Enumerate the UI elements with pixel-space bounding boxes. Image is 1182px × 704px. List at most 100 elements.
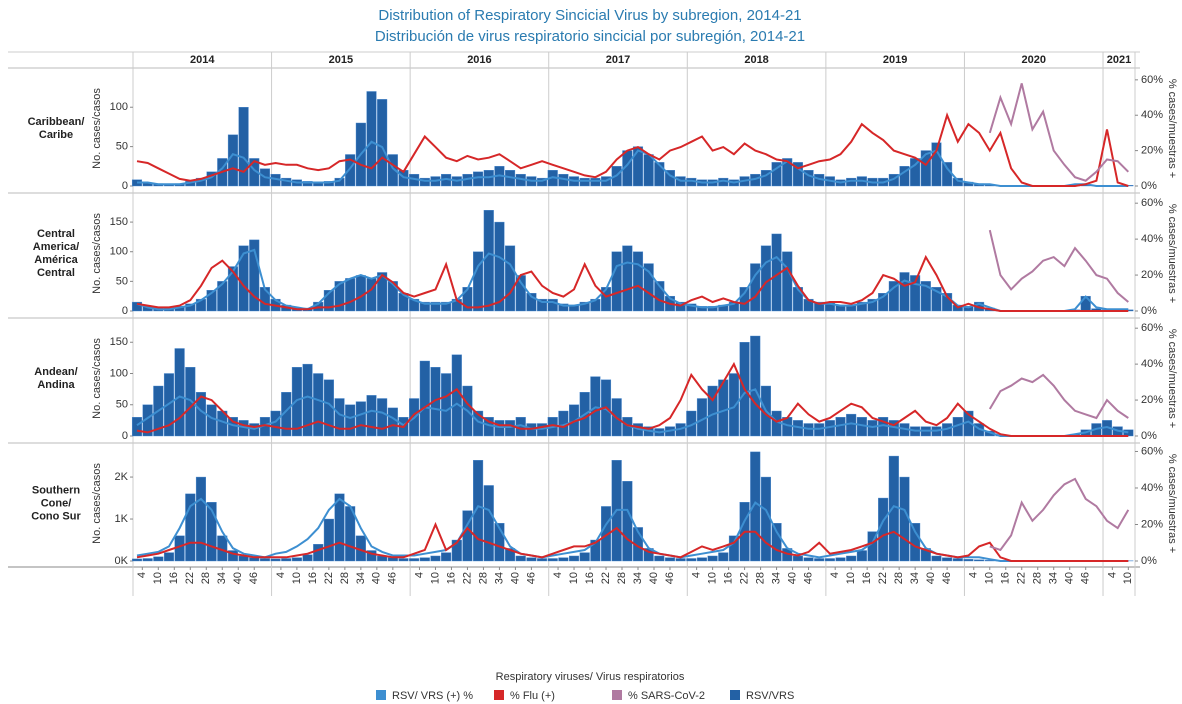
chart-title: Distribution of Respiratory Sincicial Vi… [378,7,801,24]
bar [569,555,580,562]
line [988,373,1129,420]
x-tick-label: 40 [232,572,244,584]
bar [334,281,345,312]
x-tick-label: 34 [355,572,367,584]
panel-name: Cone/ [41,497,72,509]
bar [174,348,185,437]
bar [473,251,484,312]
bar [739,287,750,312]
bar [760,245,771,312]
bar [718,379,729,437]
bar [771,162,782,187]
bar [185,303,196,312]
y2-tick-label: 60% [1141,445,1163,457]
bar [974,559,985,562]
bar [803,170,814,187]
bar [814,301,825,312]
bar [547,558,558,562]
line [136,497,1129,562]
y-axis-label: No. cases/casos [91,463,103,544]
bar [867,298,878,312]
bar [579,301,590,312]
bar [750,263,761,312]
x-tick-label: 28 [1032,572,1044,584]
bar [313,544,324,562]
bar [505,245,516,312]
legend-swatch [376,690,386,700]
y-axis-label: No. cases/casos [91,213,103,294]
bar [345,154,356,187]
x-tick-label: 22 [323,572,335,584]
bar [728,535,739,562]
bar [217,281,228,312]
bar [227,134,238,187]
bar [931,555,942,562]
year-label: 2016 [467,54,491,66]
line [136,521,1129,562]
y-axis-label: No. cases/casos [91,338,103,419]
bar [409,558,420,562]
bar [366,395,377,437]
y2-axis-label: % cases/muestras + [1166,79,1178,178]
bar [558,557,569,562]
bar [558,303,569,312]
bar [707,306,718,312]
bar [441,373,452,437]
bar [792,555,803,562]
y-tick-label: 0K [115,555,129,567]
panel-name: Caribbean/ [28,116,85,128]
x-tick-label: 40 [371,572,383,584]
x-tick-label: 22 [600,572,612,584]
bar [494,523,505,562]
y2-axis-label: % cases/muestras + [1166,204,1178,303]
bar [430,301,441,312]
bar [366,550,377,562]
line [988,229,1129,303]
x-tick-label: 22 [877,572,889,584]
bar [622,481,633,562]
bar [291,557,302,562]
x-tick-label: 46 [664,572,676,584]
year-label: 2015 [329,54,353,66]
y2-tick-label: 20% [1141,518,1163,530]
bar [345,404,356,437]
x-tick-label: 46 [941,572,953,584]
x-tick-label: 4 [275,572,287,578]
bar [632,251,644,312]
bar [750,335,761,437]
legend-swatch [612,690,622,700]
y2-tick-label: 60% [1141,197,1163,209]
y2-tick-label: 40% [1141,109,1163,121]
bar [654,555,665,562]
bar [728,373,739,437]
y-tick-label: 100 [110,101,128,113]
x-tick-label: 22 [1016,572,1028,584]
bar [910,523,921,562]
bar [622,245,633,312]
x-tick-label: 28 [893,572,905,584]
y-tick-label: 0 [122,430,128,442]
x-tick-label: 10 [845,572,857,584]
x-tick-label: 4 [829,572,841,578]
year-label: 2020 [1021,54,1045,66]
bar [323,290,334,312]
bar [963,559,974,562]
bar [494,420,505,437]
legend-title: Respiratory viruses/ Virus respiratorios [496,671,685,683]
bar [238,245,249,312]
bar [590,177,601,187]
bar [814,558,825,562]
y-tick-label: 50 [116,399,128,411]
x-tick-label: 28 [754,572,766,584]
bar [515,555,526,562]
line [136,254,1129,312]
bar [419,360,430,437]
y-tick-label: 50 [116,275,128,287]
y2-tick-label: 20% [1141,145,1163,157]
y2-tick-label: 40% [1141,482,1163,494]
x-tick-label: 28 [477,572,489,584]
bar [686,303,697,312]
x-tick-label: 46 [525,572,537,584]
year-label: 2014 [190,54,215,66]
bar [643,263,654,312]
